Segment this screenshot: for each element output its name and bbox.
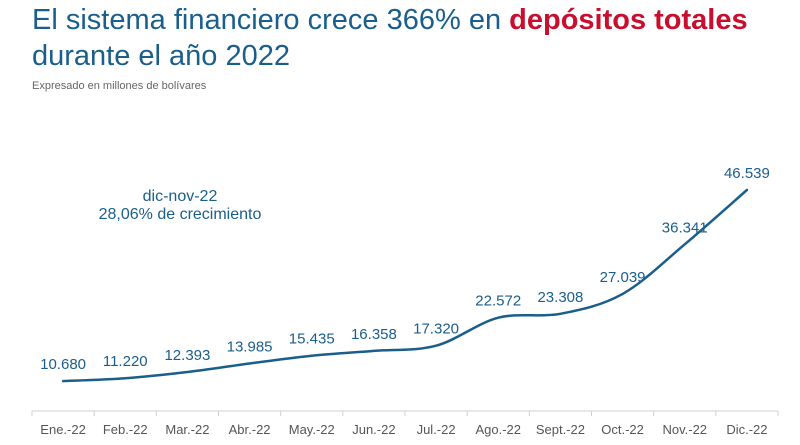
x-tick-label: Nov.-22 — [662, 422, 707, 437]
data-label: 22.572 — [475, 293, 521, 310]
data-label: 10.680 — [40, 356, 86, 373]
x-tick-label: Jul.-22 — [417, 422, 456, 437]
x-tick-label: Abr.-22 — [229, 422, 271, 437]
annotation-period: dic-nov-22 — [142, 188, 218, 205]
data-label: 16.358 — [351, 326, 397, 343]
data-label: 12.393 — [164, 347, 210, 364]
data-label: 13.985 — [227, 338, 273, 355]
x-tick-label: Jun.-22 — [352, 422, 395, 437]
chart-title: El sistema financiero crece 366% en depó… — [32, 2, 748, 74]
x-tick-label: May.-22 — [289, 422, 335, 437]
x-tick-label: Ene.-22 — [40, 422, 86, 437]
title-text-line2: durante el año 2022 — [32, 40, 290, 72]
x-tick-label: Feb.-22 — [103, 422, 148, 437]
x-tick-label: Sept.-22 — [536, 422, 585, 437]
x-tick-label: Ago.-22 — [475, 422, 521, 437]
data-label: 36.341 — [662, 219, 708, 236]
growth-annotation: dic-nov-22 28,06% de crecimiento — [80, 188, 280, 224]
data-label: 46.539 — [724, 165, 770, 182]
annotation-growth: 28,06% de crecimiento — [98, 206, 262, 223]
title-text: El sistema financiero crece 366% en — [32, 4, 510, 36]
data-label: 23.308 — [537, 289, 583, 306]
data-label: 17.320 — [413, 321, 459, 338]
x-tick-label: Oct.-22 — [601, 422, 644, 437]
x-tick-label: Dic.-22 — [726, 422, 767, 437]
data-label: 15.435 — [289, 331, 335, 348]
chart-subtitle: Expresado en millones de bolívares — [32, 80, 207, 92]
data-label: 11.220 — [103, 353, 148, 370]
data-label: 27.039 — [600, 269, 646, 286]
series-line — [61, 188, 749, 383]
x-tick-label: Mar.-22 — [165, 422, 209, 437]
title-highlight: depósitos totales — [509, 4, 748, 36]
